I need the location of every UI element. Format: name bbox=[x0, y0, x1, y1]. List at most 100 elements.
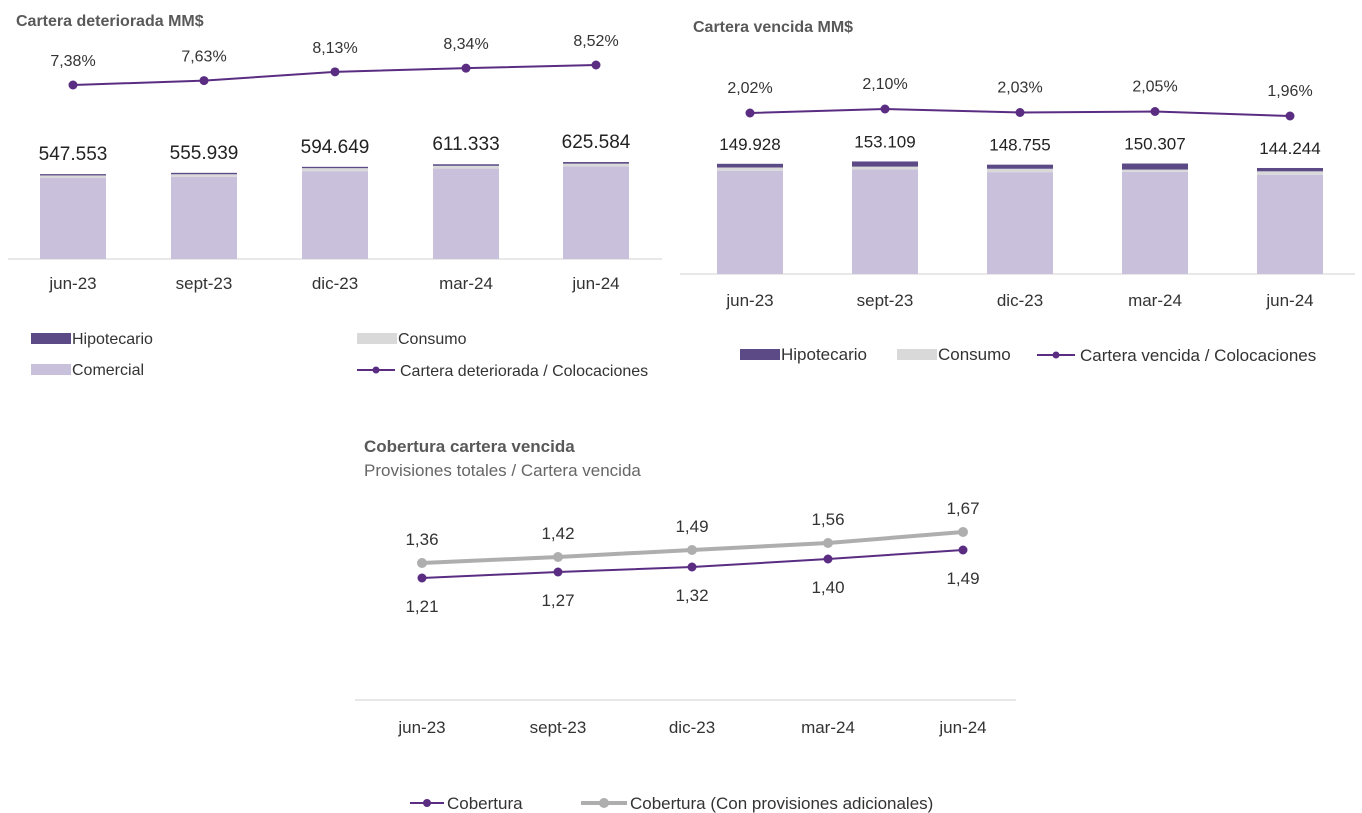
bar-consumo bbox=[40, 175, 106, 179]
legend-label: Cartera deteriorada / Colocaciones bbox=[400, 363, 648, 380]
bar-hipotecario bbox=[1257, 167, 1323, 172]
bar-comercial bbox=[40, 178, 106, 259]
ratio-point bbox=[461, 63, 471, 73]
chart-title: Cobertura cartera vencida bbox=[364, 437, 575, 456]
legend-label: Consumo bbox=[938, 345, 1011, 364]
bar-comercial bbox=[171, 176, 237, 259]
ratio-point bbox=[1285, 111, 1295, 121]
x-tick-label: dic-23 bbox=[312, 274, 358, 293]
legend-swatch bbox=[31, 364, 71, 375]
bar-total-label: 144.244 bbox=[1259, 139, 1320, 158]
x-tick-label: jun-23 bbox=[397, 718, 445, 737]
legend-marker bbox=[599, 798, 609, 808]
chart-title: Cartera deteriorada MM$ bbox=[16, 13, 204, 30]
x-tick-label: jun-24 bbox=[938, 718, 986, 737]
legend-label: Cobertura (Con provisiones adicionales) bbox=[630, 794, 933, 813]
ratio-point bbox=[591, 60, 601, 70]
x-tick-label: mar-24 bbox=[439, 274, 493, 293]
cobertura-adicional-label: 1,36 bbox=[405, 530, 438, 549]
bar-hipotecario bbox=[563, 162, 629, 164]
x-tick-label: jun-24 bbox=[571, 274, 619, 293]
ratio-point bbox=[1150, 107, 1160, 116]
legend-marker bbox=[372, 366, 380, 374]
x-tick-label: jun-23 bbox=[725, 291, 773, 310]
ratio-label: 7,63% bbox=[181, 49, 226, 66]
cobertura-point bbox=[553, 567, 563, 577]
bar-consumo bbox=[1122, 169, 1188, 172]
cobertura-adicional-point bbox=[687, 545, 697, 555]
ratio-point bbox=[199, 76, 209, 86]
x-tick-label: mar-24 bbox=[1128, 291, 1182, 310]
cobertura-point bbox=[958, 545, 968, 555]
cobertura-adicional-point bbox=[417, 558, 427, 568]
bar-comercial bbox=[717, 170, 783, 274]
legend-label: Consumo bbox=[398, 331, 467, 348]
ratio-point bbox=[330, 67, 340, 77]
bar-hipotecario bbox=[1122, 163, 1188, 170]
bar-comercial bbox=[1122, 171, 1188, 274]
x-tick-label: sept-23 bbox=[530, 718, 587, 737]
cobertura-adicional-point bbox=[958, 527, 968, 537]
bar-comercial bbox=[852, 169, 918, 274]
bar-consumo bbox=[171, 174, 237, 177]
bar-hipotecario bbox=[717, 163, 783, 168]
x-tick-label: jun-24 bbox=[1265, 291, 1313, 310]
bar-consumo bbox=[717, 167, 783, 171]
legend-swatch bbox=[357, 333, 397, 344]
ratio-label: 2,02% bbox=[727, 80, 772, 97]
x-tick-label: mar-24 bbox=[801, 718, 855, 737]
bar-total-label: 153.109 bbox=[854, 132, 915, 151]
cobertura-adicional-point bbox=[553, 552, 563, 562]
legend-marker bbox=[1052, 351, 1060, 359]
cobertura-adicional-point bbox=[823, 538, 833, 548]
bar-comercial bbox=[563, 166, 629, 259]
ratio-label: 8,52% bbox=[573, 33, 618, 50]
bar-hipotecario bbox=[987, 164, 1053, 169]
ratio-label: 2,03% bbox=[997, 80, 1042, 97]
legend-swatch bbox=[740, 349, 780, 360]
ratio-point bbox=[880, 104, 890, 114]
cobertura-label: 1,49 bbox=[946, 569, 979, 588]
cobertura-adicional-label: 1,56 bbox=[811, 510, 844, 529]
chart-title: Cartera vencida MM$ bbox=[693, 19, 853, 36]
ratio-label: 8,34% bbox=[443, 36, 488, 53]
legend-label: Hipotecario bbox=[781, 345, 867, 364]
cobertura-point bbox=[417, 573, 427, 583]
bar-hipotecario bbox=[40, 174, 106, 176]
bar-hipotecario bbox=[433, 164, 499, 166]
x-tick-label: jun-23 bbox=[48, 274, 96, 293]
bar-hipotecario bbox=[171, 172, 237, 175]
ratio-point bbox=[745, 108, 755, 118]
bar-comercial bbox=[1257, 174, 1323, 274]
cobertura-label: 1,32 bbox=[675, 586, 708, 605]
legend-label: Hipotecario bbox=[72, 331, 153, 348]
cobertura-label: 1,40 bbox=[811, 578, 844, 597]
bar-total-label: 150.307 bbox=[1124, 135, 1185, 154]
chart-subtitle: Provisiones totales / Cartera vencida bbox=[364, 461, 641, 480]
cobertura-adicional-label: 1,42 bbox=[541, 524, 574, 543]
x-tick-label: dic-23 bbox=[997, 291, 1043, 310]
cobertura-adicional-label: 1,49 bbox=[675, 517, 708, 536]
bar-comercial bbox=[987, 172, 1053, 274]
bar-consumo bbox=[563, 163, 629, 167]
cobertura-point bbox=[823, 554, 833, 564]
bar-total-label: 547.553 bbox=[39, 144, 108, 165]
x-tick-label: sept-23 bbox=[176, 274, 233, 293]
x-tick-label: sept-23 bbox=[857, 291, 914, 310]
legend-label: Comercial bbox=[72, 362, 144, 379]
legend-marker bbox=[423, 799, 431, 807]
legend-swatch bbox=[31, 333, 71, 344]
ratio-label: 2,05% bbox=[1132, 79, 1177, 96]
bar-consumo bbox=[433, 165, 499, 169]
cobertura-label: 1,27 bbox=[541, 591, 574, 610]
bar-consumo bbox=[852, 166, 918, 170]
bar-comercial bbox=[302, 171, 368, 259]
legend-swatch bbox=[897, 349, 937, 360]
x-tick-label: dic-23 bbox=[669, 718, 715, 737]
bar-consumo bbox=[1257, 171, 1323, 175]
cobertura-adicional-label: 1,67 bbox=[946, 499, 979, 518]
bar-consumo bbox=[987, 168, 1053, 173]
cobertura-label: 1,21 bbox=[405, 597, 438, 616]
